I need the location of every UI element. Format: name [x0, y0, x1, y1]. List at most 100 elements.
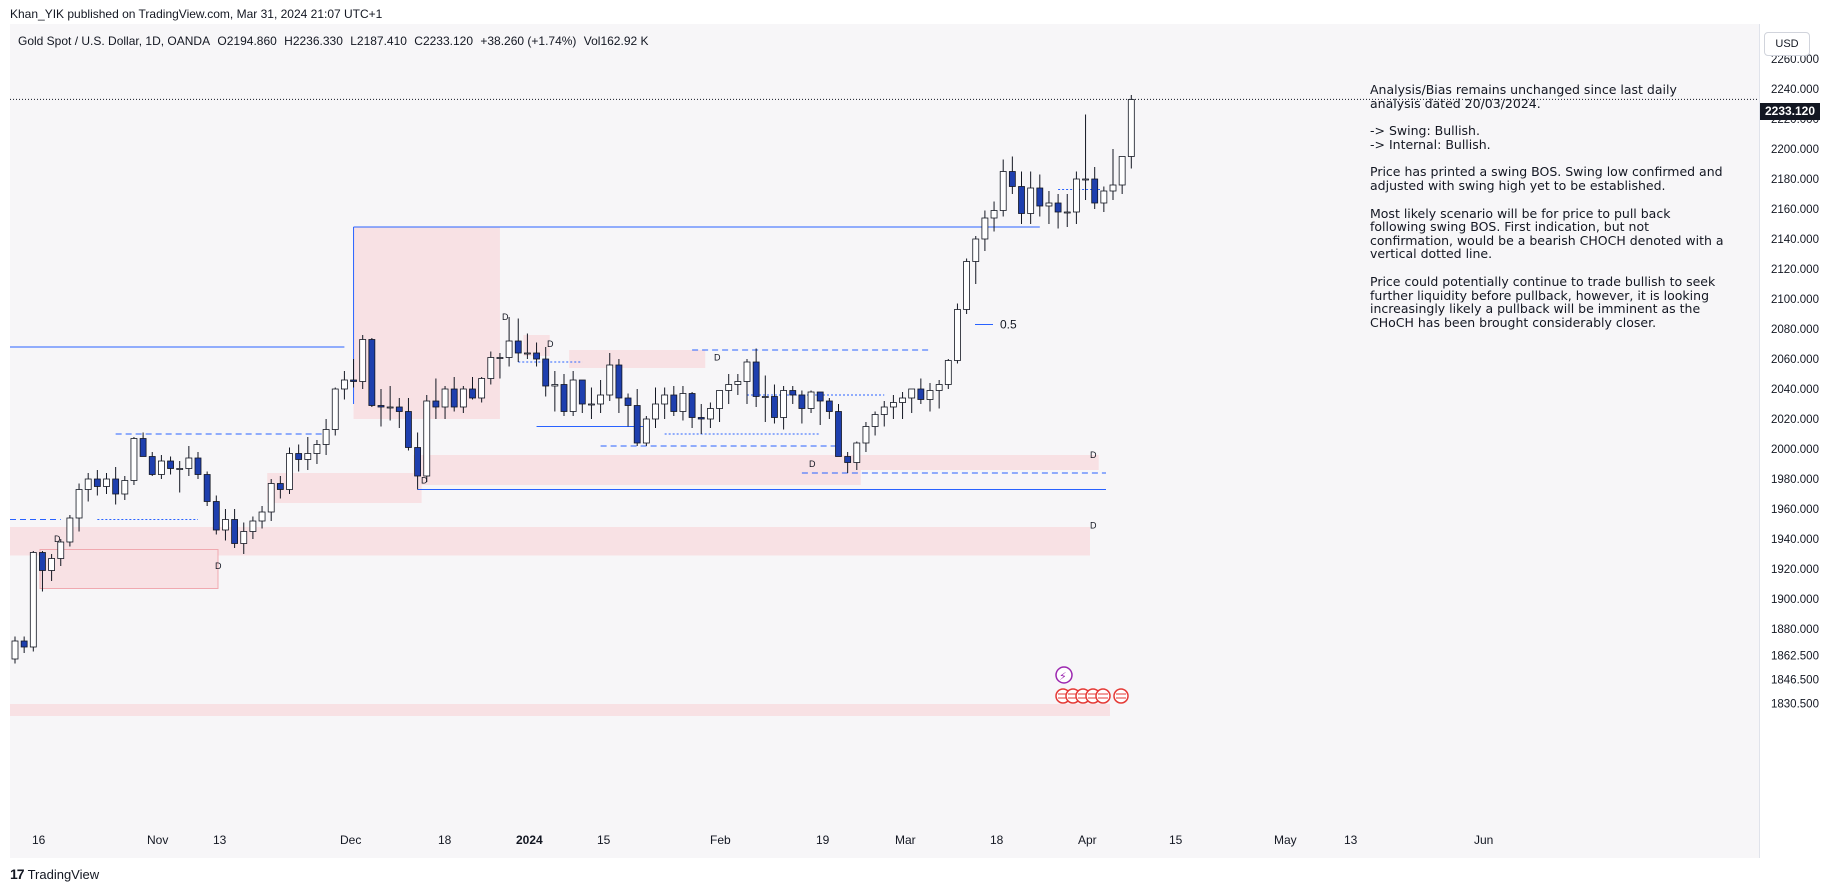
- ohlc-volume: Vol162.92 K: [583, 34, 649, 48]
- candle-body: [771, 396, 778, 418]
- candle-body: [157, 460, 165, 475]
- analysis-paragraph: Analysis/Bias remains unchanged since la…: [1370, 82, 1677, 111]
- candle-body: [642, 418, 650, 444]
- zone-label: D: [547, 339, 554, 349]
- zone-label: D: [809, 459, 816, 469]
- time-axis[interactable]: 16 Nov 13 Dec 18 2024 15 Feb 19 Mar 18 Apr 15 May 13 Ju…: [10, 827, 1759, 853]
- candle-body: [780, 390, 787, 418]
- candle-body: [11, 640, 19, 660]
- tradingview-footer[interactable]: 17 TradingView: [10, 866, 99, 882]
- time-tick-label: 13: [213, 833, 227, 847]
- candle-body: [880, 406, 888, 415]
- candle-body: [212, 501, 220, 531]
- candle-body: [624, 397, 632, 406]
- price-tick-label: 2140.000: [1771, 234, 1819, 246]
- candle-body: [926, 390, 934, 400]
- candle-body: [414, 447, 422, 477]
- time-tick-label: Feb: [710, 833, 731, 847]
- candle-body: [75, 489, 83, 519]
- price-tick-label: 2260.000: [1771, 54, 1819, 66]
- symbol-name[interactable]: Gold Spot / U.S. Dollar, 1D, OANDA: [18, 34, 211, 48]
- candle-body: [1008, 171, 1016, 187]
- candle-body: [240, 531, 248, 544]
- candle-body: [816, 391, 824, 402]
- zone-label: D: [1090, 450, 1097, 460]
- candle-body: [743, 361, 751, 382]
- candle-body: [459, 388, 467, 408]
- time-tick-label: Nov: [147, 833, 168, 847]
- candle-body: [450, 388, 458, 408]
- candle-body: [432, 400, 440, 408]
- candle-body: [560, 384, 568, 412]
- candle-body: [890, 402, 897, 408]
- candle-body: [633, 405, 641, 444]
- price-tick-label: 1920.000: [1771, 564, 1819, 576]
- price-tick-label: 2180.000: [1771, 174, 1819, 186]
- candle-body: [405, 411, 412, 448]
- candle-body: [340, 379, 348, 390]
- candle-body: [231, 519, 239, 544]
- candle-body: [478, 378, 486, 399]
- candle-body: [1018, 186, 1025, 214]
- candle-body: [441, 388, 449, 408]
- candle-body: [93, 478, 101, 487]
- candle-body: [807, 391, 815, 409]
- analysis-paragraph: Price could potentially continue to trad…: [1370, 273, 1716, 330]
- demand-zone: [267, 473, 422, 503]
- price-tick-label: 2060.000: [1771, 354, 1819, 366]
- candle-body: [267, 483, 275, 513]
- candle-body: [112, 478, 120, 495]
- candle-body: [734, 381, 742, 385]
- brand-name: TradingView: [27, 866, 100, 882]
- candle-body: [487, 357, 495, 379]
- candle-body: [954, 309, 961, 361]
- demand-zone: [852, 455, 1099, 470]
- candle-body: [697, 417, 705, 420]
- time-tick-label: 16: [32, 833, 46, 847]
- price-tick-label: 2100.000: [1771, 294, 1819, 306]
- candle-body: [844, 456, 852, 463]
- price-tick-label: 2000.000: [1771, 444, 1819, 456]
- analysis-paragraph: -> Swing: Bullish. -> Internal: Bullish.: [1370, 123, 1491, 152]
- price-tick-label: 1880.000: [1771, 624, 1819, 636]
- time-tick-label: Apr: [1078, 833, 1097, 847]
- candle-body: [1091, 178, 1099, 204]
- candle-body: [542, 358, 550, 387]
- demand-zone: [39, 549, 219, 589]
- candle-body: [1109, 184, 1117, 192]
- candle-body: [935, 384, 943, 391]
- price-axis[interactable]: 2260.0002240.0002220.0002200.0002180.000…: [1759, 24, 1835, 858]
- zone-label: D: [421, 476, 428, 486]
- analysis-note: Analysis/Bias remains unchanged since la…: [1370, 83, 1725, 343]
- us-flag-icon: [1113, 688, 1129, 704]
- candle-body: [377, 405, 385, 408]
- candle-body: [48, 558, 55, 571]
- candle-body: [20, 640, 28, 648]
- zone-label: D: [54, 534, 61, 544]
- candle-body: [286, 453, 293, 490]
- candle-body: [249, 520, 257, 532]
- currency-button[interactable]: USD: [1764, 32, 1810, 56]
- candle-body: [1118, 156, 1126, 186]
- candle-body: [313, 444, 321, 454]
- candle-body: [514, 340, 522, 354]
- candle-body: [917, 388, 925, 400]
- candle-body: [1054, 202, 1062, 213]
- time-tick-label: 18: [438, 833, 452, 847]
- candlestick-chart[interactable]: D D D D D D D D D 0.5 ⚡: [10, 24, 1759, 858]
- time-tick-label: 15: [1169, 833, 1183, 847]
- time-tick-label: Jun: [1474, 833, 1493, 847]
- price-tick-label: 2040.000: [1771, 384, 1819, 396]
- candle-body: [1073, 178, 1080, 213]
- candle-body: [29, 552, 37, 648]
- ohlc-legend: Gold Spot / U.S. Dollar, 1D, OANDA O2194…: [18, 34, 653, 48]
- chart-pane[interactable]: D D D D D D D D D 0.5 ⚡: [10, 24, 1760, 858]
- candle-body: [972, 238, 980, 262]
- price-tick-label: 1960.000: [1771, 504, 1819, 516]
- candle-body: [963, 261, 970, 310]
- price-tick-label: 2240.000: [1771, 84, 1819, 96]
- ohlc-close: C2233.120: [414, 34, 474, 48]
- candle-body: [569, 379, 577, 412]
- last-price-tag: 2233.120: [1760, 103, 1820, 120]
- price-tick-label: 2160.000: [1771, 204, 1819, 216]
